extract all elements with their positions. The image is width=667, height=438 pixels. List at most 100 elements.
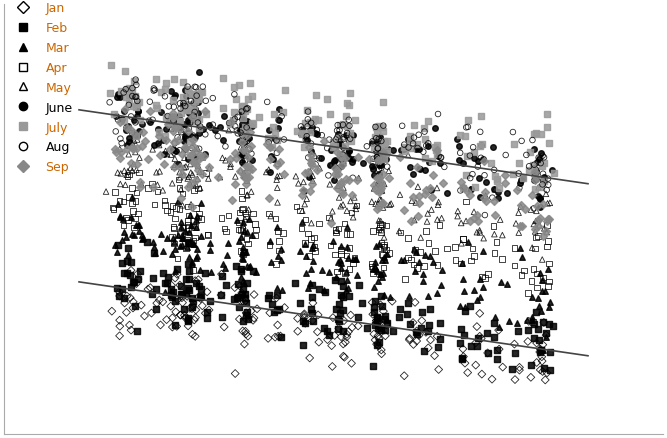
Point [475, 143, 486, 150]
Point [166, 282, 177, 289]
Point [346, 198, 356, 205]
Point [115, 155, 126, 162]
Point [263, 210, 274, 217]
Point [299, 188, 309, 195]
Point [375, 151, 386, 158]
Point [520, 205, 530, 212]
Point [214, 124, 225, 131]
Point [368, 138, 378, 145]
Point [411, 328, 422, 336]
Point [165, 89, 176, 96]
Point [121, 309, 132, 316]
Point [366, 263, 377, 270]
Point [529, 177, 540, 184]
Point [532, 359, 542, 366]
Point [135, 184, 145, 191]
Point [316, 132, 327, 139]
Point [104, 99, 115, 106]
Point [271, 177, 282, 184]
Point [346, 138, 356, 145]
Point [530, 228, 540, 235]
Point [269, 111, 279, 118]
Point [420, 167, 431, 174]
Point [112, 248, 123, 255]
Point [463, 117, 474, 124]
Point [169, 150, 179, 157]
Point [478, 248, 488, 255]
Point [474, 230, 485, 237]
Point [462, 369, 473, 376]
Point [263, 194, 274, 201]
Point [375, 134, 386, 141]
Point [175, 101, 185, 108]
Point [188, 113, 199, 120]
Point [371, 148, 382, 155]
Point [513, 327, 524, 334]
Point [350, 117, 360, 124]
Point [495, 216, 506, 223]
Point [185, 120, 195, 127]
Point [238, 147, 249, 154]
Point [326, 219, 337, 226]
Point [173, 137, 183, 144]
Point [543, 266, 554, 273]
Point [509, 341, 520, 348]
Point [381, 156, 392, 163]
Point [302, 285, 313, 292]
Point [115, 213, 125, 220]
Point [530, 169, 540, 176]
Point [300, 137, 311, 144]
Point [115, 149, 126, 156]
Point [113, 293, 124, 300]
Point [197, 126, 208, 133]
Point [379, 234, 390, 241]
Point [101, 189, 111, 196]
Point [418, 125, 429, 132]
Point [369, 172, 380, 179]
Point [502, 281, 513, 288]
Point [331, 137, 342, 144]
Point [337, 294, 348, 301]
Point [374, 166, 384, 173]
Point [131, 167, 142, 174]
Point [494, 185, 504, 192]
Point [344, 155, 354, 162]
Point [154, 169, 165, 176]
Point [299, 133, 310, 140]
Point [518, 175, 528, 182]
Point [241, 178, 252, 185]
Point [187, 159, 198, 166]
Point [151, 170, 162, 177]
Point [216, 314, 227, 321]
Point [145, 119, 155, 126]
Point [161, 207, 172, 214]
Point [169, 104, 179, 111]
Point [227, 117, 238, 124]
Point [309, 131, 320, 138]
Point [380, 312, 390, 319]
Point [338, 185, 349, 192]
Point [130, 198, 141, 205]
Point [323, 173, 334, 180]
Point [112, 170, 123, 177]
Point [464, 303, 475, 310]
Point [119, 230, 130, 237]
Point [184, 276, 195, 283]
Point [173, 161, 183, 168]
Point [237, 206, 247, 213]
Point [183, 254, 194, 261]
Point [376, 346, 387, 353]
Point [152, 188, 163, 195]
Point [377, 274, 388, 281]
Point [291, 173, 301, 180]
Point [201, 314, 212, 321]
Point [179, 146, 190, 153]
Point [376, 182, 386, 189]
Point [475, 129, 486, 136]
Point [533, 217, 544, 224]
Point [336, 247, 346, 254]
Point [527, 314, 538, 321]
Point [498, 364, 508, 371]
Point [276, 113, 287, 120]
Point [408, 261, 419, 268]
